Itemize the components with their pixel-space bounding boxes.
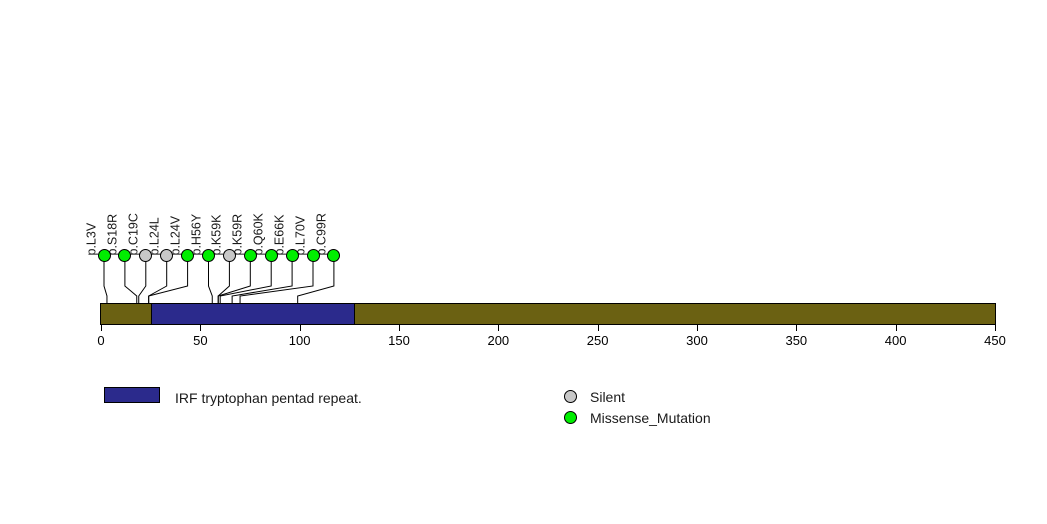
mutation-label: p.H56Y — [189, 213, 203, 256]
axis-tick — [697, 325, 698, 331]
lollipop-head[interactable] — [264, 249, 278, 262]
legend-missense-dot — [564, 411, 577, 424]
lollipop-head[interactable] — [243, 249, 257, 262]
mutation-label: p.Q60K — [251, 213, 266, 256]
legend-missense-label: Missense_Mutation — [590, 410, 711, 426]
lollipop-stem — [148, 255, 168, 304]
axis-tick — [200, 325, 202, 331]
legend-domain-swatch — [104, 387, 160, 403]
lollipop-head[interactable] — [139, 249, 153, 262]
axis-tick-label: 450 — [984, 333, 1006, 348]
lollipop-stem — [124, 255, 138, 304]
lollipop-head[interactable] — [118, 249, 132, 262]
lollipop-head[interactable] — [202, 249, 215, 262]
lollipop-stem — [148, 255, 189, 304]
axis-tick-label: 100 — [288, 333, 311, 348]
axis-tick-label: 150 — [388, 333, 410, 348]
axis-tick-label: 300 — [686, 333, 708, 348]
axis-tick — [101, 325, 102, 331]
lollipop-head[interactable] — [181, 249, 195, 262]
lollipop-stem — [138, 255, 147, 304]
mutation-label: p.L24V — [168, 215, 183, 256]
axis-tick — [895, 325, 897, 331]
legend-silent-dot — [564, 390, 577, 403]
protein-domain — [150, 304, 356, 324]
lollipop-head[interactable] — [222, 249, 236, 262]
mutation-label: p.L3V — [84, 222, 99, 256]
mutation-label: p.C99R — [314, 213, 329, 256]
axis-tick — [399, 325, 400, 331]
axis-tick — [299, 325, 301, 331]
legend-silent-label: Silent — [590, 389, 626, 405]
mutation-label: p.E66K — [272, 214, 287, 256]
lollipop-stem — [103, 255, 108, 304]
mutation-label: p.K59K — [209, 214, 224, 256]
mutation-label: p.L24L — [147, 217, 162, 256]
lollipop-head[interactable] — [160, 249, 174, 262]
lollipop-stem — [217, 255, 230, 304]
lollipop-stem — [239, 255, 314, 304]
axis-tick-label: 250 — [586, 333, 609, 348]
mutation-label: p.C19C — [126, 213, 141, 256]
lollipop-stem — [231, 255, 293, 304]
axis-tick — [597, 325, 599, 331]
axis-tick-label: 350 — [785, 333, 808, 348]
lollipop-stem — [208, 255, 213, 304]
axis-tick — [995, 325, 996, 331]
axis-tick — [498, 325, 500, 331]
lollipop-head[interactable] — [285, 249, 299, 262]
lollipop-stem — [217, 255, 251, 304]
lollipop-stem — [297, 255, 335, 304]
lollipop-head[interactable] — [97, 249, 111, 262]
legend-domain-label: IRF tryptophan pentad repeat. — [175, 390, 362, 406]
axis-tick-label: 50 — [193, 333, 208, 348]
lollipop-stem — [219, 255, 272, 304]
lollipop-head[interactable] — [306, 249, 320, 262]
axis-tick-label: 0 — [97, 333, 105, 348]
axis-tick-label: 400 — [884, 333, 907, 348]
mutation-label: p.K59R — [230, 213, 245, 256]
axis-tick — [796, 325, 798, 331]
lollipop-head[interactable] — [327, 249, 341, 262]
axis-tick-label: 200 — [487, 333, 510, 348]
